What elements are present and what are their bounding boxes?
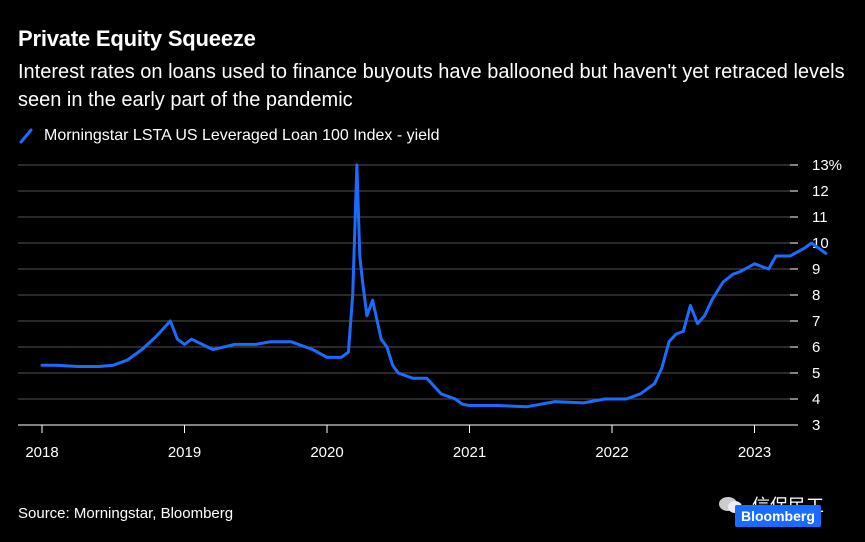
x-tick-label: 2021 <box>453 444 486 461</box>
legend: Morningstar LSTA US Leveraged Loan 100 I… <box>18 127 440 145</box>
y-tick-label: 8 <box>812 287 820 304</box>
x-tick-label: 2023 <box>738 444 771 461</box>
x-tick-label: 2022 <box>595 444 628 461</box>
source-note: Source: Morningstar, Bloomberg <box>18 505 234 522</box>
legend-swatch-icon <box>19 128 33 144</box>
x-tick-label: 2020 <box>310 444 343 461</box>
chart-title: Private Equity Squeeze <box>18 26 256 51</box>
series-line <box>40 163 828 409</box>
y-tick-label: 9 <box>812 261 820 278</box>
chart-subtitle: Interest rates on loans used to finance … <box>18 61 845 111</box>
y-tick-label: 3 <box>812 417 820 434</box>
y-tick-label: 6 <box>812 339 820 356</box>
bloomberg-logo: Bloomberg <box>735 505 821 527</box>
x-tick-label: 2018 <box>25 444 58 461</box>
y-tick-label: 4 <box>812 391 820 408</box>
y-tick-label: 11 <box>812 209 828 226</box>
y-tick-label: 12 <box>812 183 829 200</box>
legend-label: Morningstar LSTA US Leveraged Loan 100 I… <box>44 127 440 144</box>
y-tick-label: 5 <box>812 365 820 382</box>
y-tick-label: 7 <box>812 313 820 330</box>
y-tick-label: 13% <box>812 157 842 174</box>
x-tick-label: 2019 <box>168 444 201 461</box>
